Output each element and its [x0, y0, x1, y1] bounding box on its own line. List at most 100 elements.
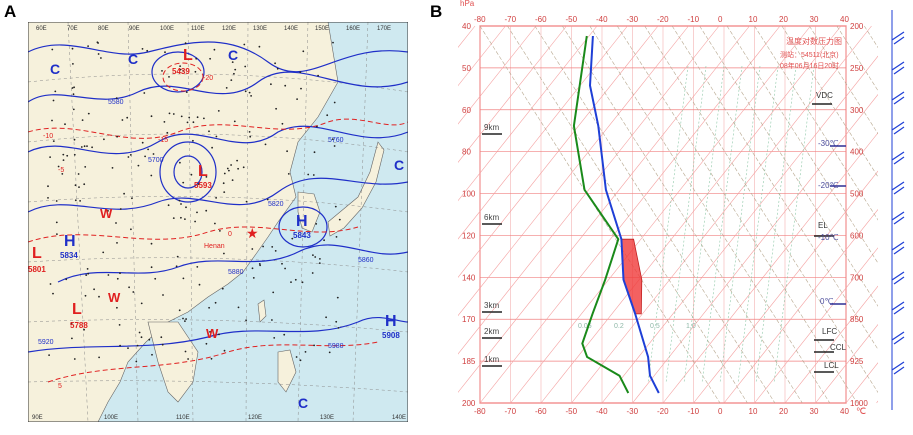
station-dot: [185, 318, 188, 320]
station-dot: [175, 265, 178, 268]
level-label: -20℃: [818, 181, 839, 190]
taiwan-island: [257, 299, 267, 323]
weather-map: 60E 70E 80E 90E 100E 110E 120E 130E 140E 150E 160E…: [27, 21, 409, 423]
station-dot: [262, 245, 264, 248]
level-label: EL: [818, 221, 828, 230]
station-dot: [86, 268, 89, 270]
skewed-isotherm: [815, 279, 913, 404]
station-dot: [70, 323, 72, 325]
station-dot: [80, 146, 83, 148]
station-dot: [286, 150, 288, 153]
height-mark: 6km: [484, 213, 499, 222]
warm-center-letter: W: [108, 290, 121, 305]
station-dot: [205, 176, 208, 178]
pressure-right-label: 925: [850, 357, 864, 366]
station-dot: [331, 138, 334, 140]
temp-label: -20: [203, 75, 213, 82]
station-dot: [71, 47, 74, 50]
station-dot: [150, 266, 153, 269]
station-dot: [184, 320, 186, 322]
temp-axis-label: -50: [566, 15, 578, 24]
station-dot: [179, 68, 182, 71]
wind-barb: [891, 61, 905, 71]
wind-barb: [891, 121, 905, 131]
high-center-letter: H: [64, 233, 76, 250]
pressure-left-label: 185: [462, 357, 476, 366]
pressure-left-label: 40: [462, 22, 471, 31]
mixing-ratio-label: 0.05: [578, 323, 592, 330]
high-center-value: 5834: [60, 251, 78, 260]
cold-center-letter: C: [394, 157, 404, 173]
station-dot: [84, 166, 87, 168]
station-dot: [187, 358, 190, 360]
longitude-label: 90E: [129, 26, 140, 32]
contour-label: 5760: [328, 137, 344, 144]
station-dot: [217, 110, 220, 112]
station-dot: [168, 76, 170, 78]
station-dot: [264, 143, 267, 146]
station-dot: [334, 205, 337, 208]
station-dot: [51, 119, 53, 122]
height-mark: 2km: [484, 327, 499, 336]
warm-center-letter: W: [100, 206, 113, 221]
station-dot: [129, 154, 132, 156]
station-dot: [251, 267, 254, 270]
station-dot: [98, 295, 100, 298]
station-dot: [258, 45, 261, 48]
longitude-label: 150E: [315, 26, 329, 32]
wind-barb: [893, 366, 905, 375]
station-dot: [91, 146, 93, 149]
station-dot: [144, 155, 146, 158]
longitude-label: 120E: [222, 26, 236, 32]
pressure-left-label: 200: [462, 399, 476, 408]
station-dot: [323, 239, 325, 242]
temperature-profile-line: [588, 35, 660, 394]
wind-barb: [893, 246, 905, 255]
philippines: [277, 349, 297, 393]
mixing-ratio-line: [647, 65, 689, 384]
station-dot: [150, 174, 153, 177]
temp-axis-label: 30: [810, 15, 819, 24]
station-dot: [118, 324, 121, 326]
station-dot: [319, 258, 321, 260]
station-dot: [87, 45, 89, 47]
station-dot: [194, 220, 197, 223]
station-dot: [210, 357, 213, 360]
station-dot: [231, 179, 234, 182]
skewed-isotherm: [571, 25, 872, 404]
longitude-label: 100E: [160, 26, 174, 32]
temp-axis-label: -80: [474, 407, 486, 416]
height-mark: 9km: [484, 123, 499, 132]
dry-adiabat: [534, 25, 776, 404]
skewed-isotherm: [510, 25, 811, 404]
station-dot: [312, 254, 314, 256]
low-center-value: 5439: [172, 67, 190, 76]
station-dot: [55, 221, 58, 224]
cold-center-letter: C: [298, 395, 308, 411]
station-dot: [71, 337, 73, 340]
station-dot: [87, 272, 90, 275]
station-dot: [318, 262, 321, 264]
station-dot: [195, 57, 198, 60]
dry-adiabat: [726, 25, 913, 319]
station-observations: [47, 41, 341, 363]
station-dot: [198, 283, 201, 286]
station-dot: [244, 90, 247, 93]
station-dot: [192, 139, 194, 142]
skewed-isotherm: [540, 25, 842, 404]
station-dot: [233, 120, 236, 123]
low-center-letter: L: [32, 245, 42, 262]
cold-center-letter: C: [50, 61, 60, 77]
station-dot: [287, 173, 290, 175]
station-dot: [78, 186, 80, 189]
station-dot: [190, 173, 193, 176]
station-dot: [336, 296, 339, 299]
temp-label: 0: [228, 231, 232, 238]
station-dot: [83, 183, 86, 186]
high-center-letter: H: [296, 213, 308, 230]
station-dot: [333, 101, 336, 104]
top-longitude-labels: 60E 70E 80E 90E 100E 110E 120E 130E 140E 150E 160E…: [36, 26, 391, 32]
wind-barb: [893, 216, 905, 225]
station-dot: [245, 200, 248, 203]
contour-label: 5700: [148, 157, 164, 164]
